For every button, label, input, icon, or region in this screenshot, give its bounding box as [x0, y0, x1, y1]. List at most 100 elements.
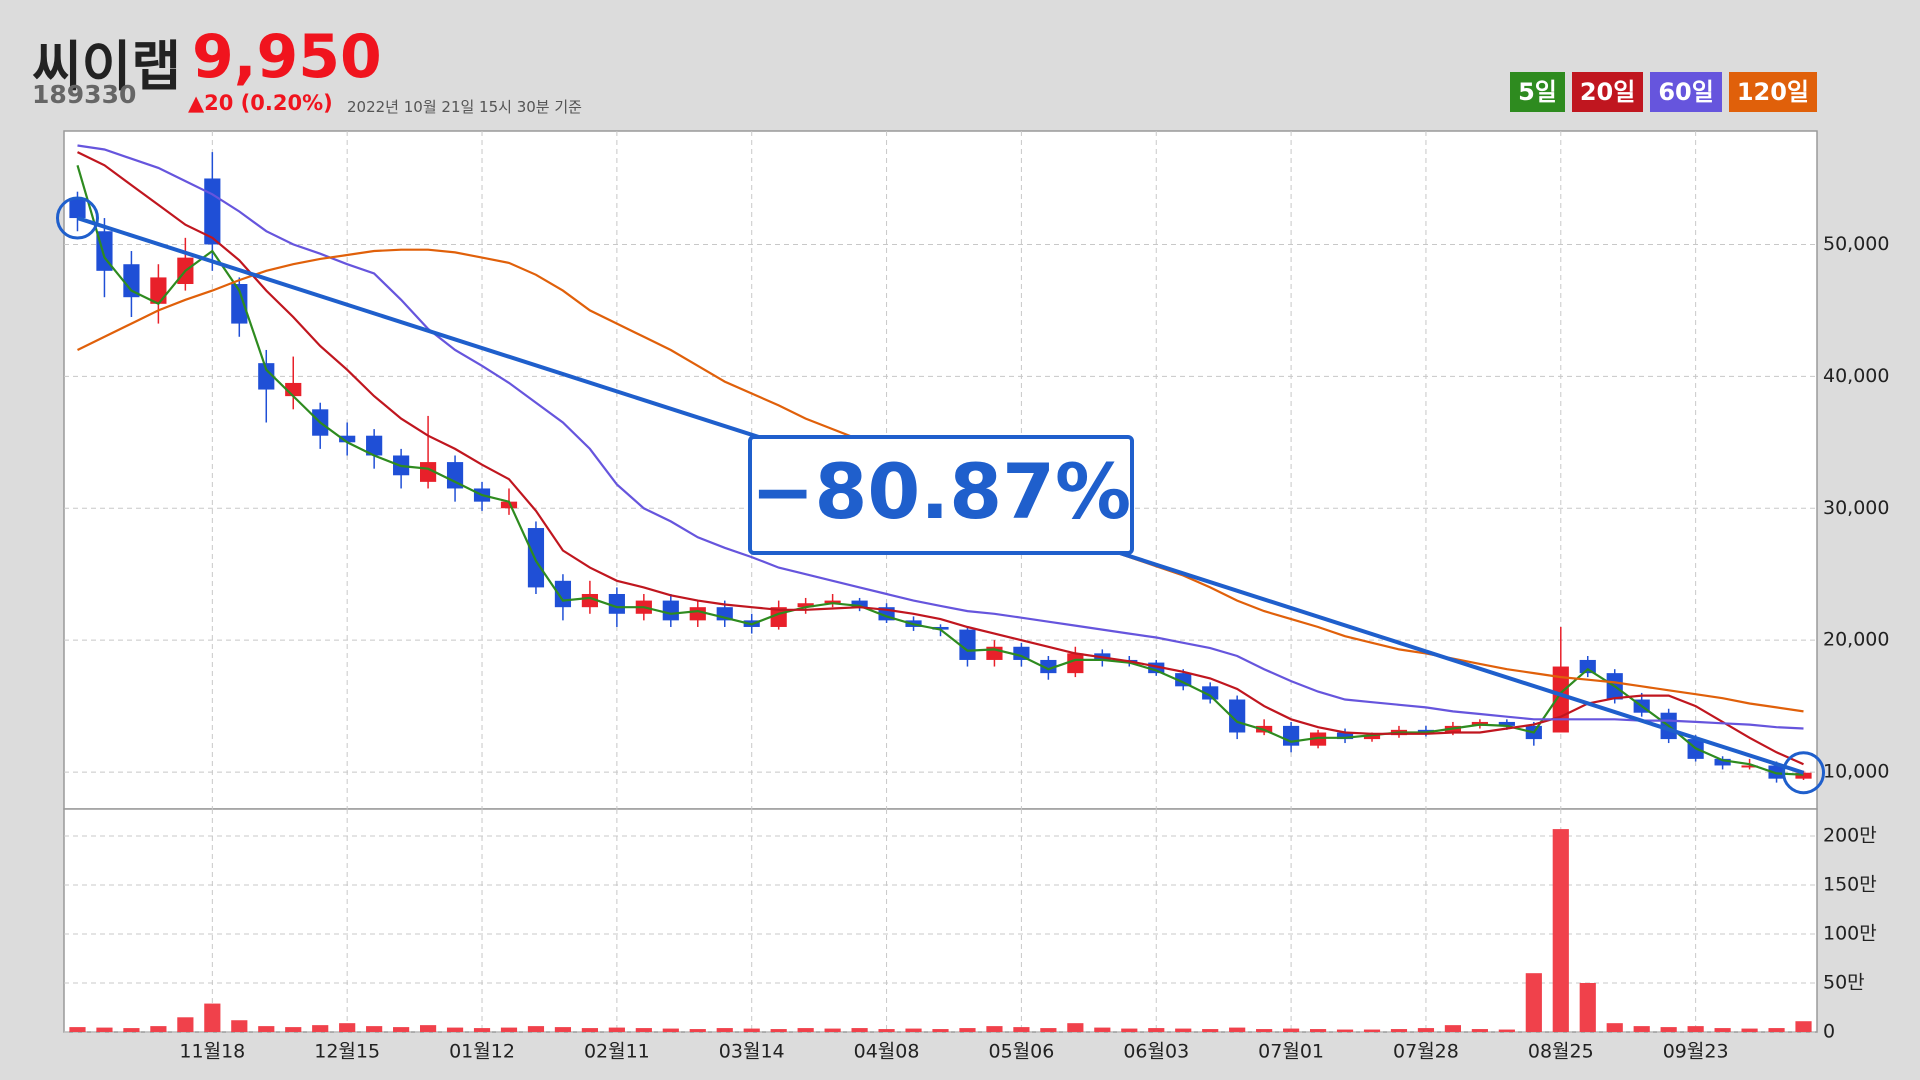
volume-bar — [986, 1026, 1003, 1032]
volume-bar — [150, 1026, 167, 1032]
moving-average-line — [77, 151, 1804, 766]
volume-bar — [608, 1027, 625, 1032]
volume-bar — [959, 1028, 976, 1032]
candle-body — [1417, 729, 1435, 733]
volume-bar — [1309, 1029, 1327, 1032]
volume-bar — [1067, 1023, 1084, 1032]
moving-average-line — [77, 144, 1804, 730]
volume-bar — [1148, 1028, 1165, 1032]
candle-body — [1175, 673, 1192, 687]
volume-bar — [1094, 1027, 1111, 1032]
candle-body — [1714, 758, 1731, 766]
volume-bar — [1525, 973, 1542, 1032]
stock-code: 189330 — [32, 80, 137, 109]
volume-bar — [797, 1028, 814, 1032]
volume-bar — [1336, 1029, 1354, 1032]
volume-bar — [1013, 1027, 1030, 1032]
x-tick-label: 12월15 — [314, 1041, 380, 1063]
volume-bar — [689, 1029, 706, 1032]
candle-body — [1040, 659, 1057, 674]
volume-bar — [1040, 1028, 1057, 1032]
volume-bar — [96, 1027, 113, 1032]
volume-bar — [716, 1028, 733, 1032]
volume-bar — [1175, 1028, 1192, 1032]
y-tick-label: 50만 — [1823, 971, 1865, 993]
x-tick-label: 09월23 — [1663, 1041, 1729, 1063]
volume-bar — [1444, 1025, 1462, 1032]
volume-bar — [1795, 1021, 1812, 1032]
x-tick-label: 06월03 — [1123, 1041, 1189, 1063]
volume-bar — [1552, 829, 1569, 1032]
x-tick-label: 02월11 — [584, 1041, 650, 1063]
trend-start-marker — [55, 196, 99, 240]
legend-item: 60일 — [1650, 72, 1722, 112]
volume-bar — [69, 1027, 86, 1032]
volume-bar — [824, 1028, 841, 1032]
x-tick-label: 04월08 — [854, 1041, 920, 1063]
x-tick-label: 08월25 — [1528, 1041, 1594, 1063]
candle-body — [689, 607, 706, 621]
volume-bar — [581, 1028, 598, 1032]
volume-bar — [1687, 1026, 1704, 1032]
volume-bar — [1417, 1028, 1435, 1032]
volume-bar — [770, 1029, 787, 1032]
candle-body — [1202, 686, 1219, 700]
annotation: −80.87% — [751, 447, 1131, 536]
timestamp: 2022년 10월 21일 15시 30분 기준 — [347, 98, 582, 116]
volume-bar — [1498, 1029, 1515, 1032]
volume-bar — [1741, 1028, 1758, 1032]
candle-body — [366, 435, 383, 456]
volume-bar — [285, 1027, 302, 1032]
price-change: ▲20 (0.20%) — [188, 91, 333, 115]
candle-body — [339, 435, 356, 443]
y-tick-label: 20,000 — [1823, 629, 1889, 651]
volume-bar — [419, 1025, 437, 1032]
volume-bar — [1229, 1027, 1246, 1032]
x-tick-label: 01월12 — [449, 1041, 515, 1063]
candle-body — [608, 593, 625, 614]
volume-bar — [1256, 1029, 1273, 1032]
candle-body — [1363, 735, 1381, 740]
volume-bar — [1471, 1029, 1488, 1032]
volume-bar — [339, 1023, 356, 1032]
y-tick-label: 40,000 — [1823, 365, 1889, 387]
candle-body — [500, 501, 518, 509]
legend: 5일 20일 60일 120일 — [1510, 72, 1817, 112]
volume-bar — [635, 1028, 652, 1032]
volume-bar — [1121, 1028, 1138, 1032]
volume-bar — [177, 1017, 194, 1032]
candle-body — [69, 198, 86, 219]
volume-bar — [527, 1026, 545, 1032]
candle-body — [446, 462, 464, 489]
candle-body — [1013, 646, 1030, 660]
x-tick-label: 07월28 — [1393, 1041, 1459, 1063]
panel — [63, 808, 1818, 1033]
y-tick-label: 100만 — [1823, 922, 1877, 944]
x-tick-label: 05월06 — [988, 1041, 1054, 1063]
candle-body — [662, 600, 679, 621]
y-tick-label: 10,000 — [1823, 761, 1889, 783]
annotation-box — [748, 435, 1134, 555]
volume-bar — [1606, 1023, 1623, 1032]
volume-bar — [1363, 1029, 1381, 1032]
y-tick-label: 200만 — [1823, 824, 1877, 846]
volume-bar — [312, 1025, 329, 1032]
x-tick-label: 11월18 — [179, 1041, 245, 1063]
candle-body — [797, 603, 814, 608]
legend-item: 120일 — [1728, 72, 1817, 112]
candle-body — [851, 600, 868, 608]
volume-bar — [473, 1028, 491, 1032]
volume-bar — [1202, 1029, 1219, 1032]
volume-bar — [366, 1026, 383, 1032]
volume-bar — [878, 1029, 895, 1032]
x-tick-label: 03월14 — [719, 1041, 785, 1063]
candle-body — [1741, 765, 1758, 768]
volume-bar — [1579, 982, 1596, 1032]
legend-item: 5일 — [1510, 72, 1565, 112]
stock-name: 씨이랩 — [32, 35, 182, 98]
volume-bar — [554, 1027, 572, 1032]
candle-body — [527, 528, 545, 588]
candle-body — [1768, 765, 1785, 779]
